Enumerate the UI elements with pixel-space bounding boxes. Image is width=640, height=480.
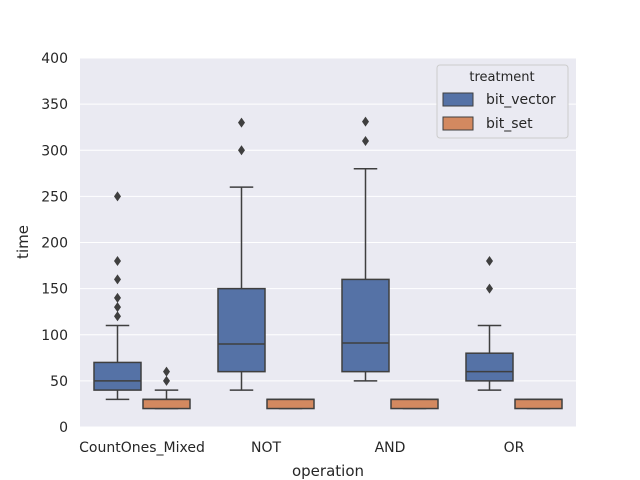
box-bit_set-NOT	[266, 398, 315, 410]
x-tick-label: AND	[375, 440, 406, 456]
x-tick-label: CountOnes_Mixed	[79, 440, 205, 456]
outlier-point	[114, 292, 121, 303]
legend: treatment bit_vector bit_set	[436, 64, 569, 139]
box-bit_set-AND	[390, 398, 439, 410]
box-body	[390, 398, 439, 410]
box-bit_vector-NOT	[217, 117, 266, 391]
x-tick-label: OR	[504, 440, 525, 456]
box-body	[93, 361, 142, 391]
outlier-point	[114, 302, 121, 313]
box-series	[93, 116, 563, 410]
box-bit_set-CountOnes_Mixed	[142, 366, 191, 410]
outlier-point	[114, 274, 121, 285]
box-body	[465, 352, 514, 382]
y-tick-label: 100	[41, 328, 68, 344]
y-tick-label: 200	[41, 236, 68, 252]
outlier-point	[114, 191, 121, 202]
outlier-point	[362, 136, 369, 147]
outlier-point	[362, 116, 369, 127]
box-body	[266, 398, 315, 410]
box-body	[142, 398, 191, 410]
outlier-point	[163, 375, 170, 386]
legend-swatch-bit_vector	[442, 92, 474, 107]
x-axis-label: operation	[292, 462, 364, 480]
legend-label-bit_set: bit_set	[486, 116, 533, 132]
y-tick-label: 150	[41, 282, 68, 298]
box-bit_set-OR	[514, 398, 563, 410]
box-bit_vector-CountOnes_Mixed	[93, 191, 142, 401]
y-axis-label: time	[14, 225, 32, 259]
box-body	[341, 278, 390, 373]
outlier-point	[238, 145, 245, 156]
outlier-point	[114, 255, 121, 266]
outlier-point	[486, 283, 493, 294]
y-tick-label: 350	[41, 97, 68, 113]
legend-title: treatment	[469, 70, 534, 85]
box-body	[514, 398, 563, 410]
y-tick-label: 0	[59, 420, 68, 436]
x-tick-label: NOT	[251, 440, 281, 456]
outlier-point	[486, 255, 493, 266]
x-axis-ticks: CountOnes_Mixed NOT AND OR	[79, 440, 524, 456]
box-body	[217, 287, 266, 373]
legend-label-bit_vector: bit_vector	[486, 92, 556, 108]
outlier-point	[163, 366, 170, 377]
y-axis-ticks: 0 50 100 150 200 250 300 350 400	[41, 51, 68, 436]
grid-lines	[80, 57, 576, 428]
outlier-point	[238, 117, 245, 128]
y-tick-label: 300	[41, 143, 68, 159]
y-tick-label: 400	[41, 51, 68, 67]
legend-swatch-bit_set	[442, 116, 474, 131]
y-tick-label: 50	[50, 374, 68, 390]
box-bit_vector-OR	[465, 255, 514, 391]
outlier-point	[114, 311, 121, 322]
box-bit_vector-AND	[341, 116, 390, 382]
y-tick-label: 250	[41, 189, 68, 205]
